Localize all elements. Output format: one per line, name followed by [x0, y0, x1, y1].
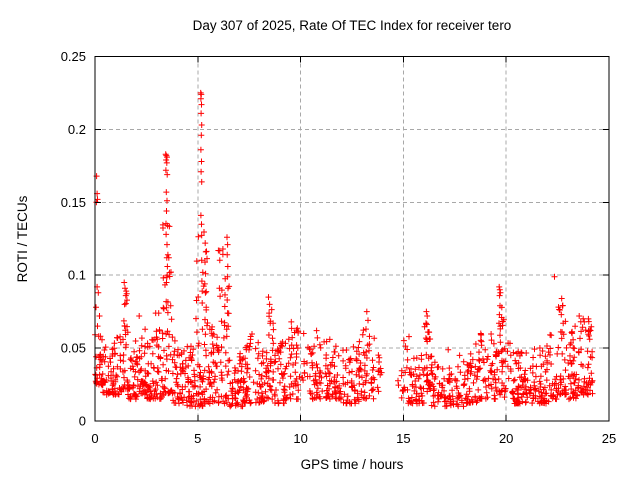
y-axis-label: ROTI / TECUs: [15, 195, 30, 282]
scatter-points: [92, 89, 596, 410]
y-tick-label: 0.05: [61, 341, 86, 356]
chart-title: Day 307 of 2025, Rate Of TEC Index for r…: [193, 18, 512, 33]
y-tick-labels: 0 0.05 0.1 0.15 0.2 0.25: [61, 49, 86, 429]
axis-ticks: [94, 56, 610, 422]
y-tick-label: 0.1: [68, 268, 86, 283]
x-tick-label: 15: [396, 431, 410, 446]
x-tick-label: 20: [499, 431, 513, 446]
x-tick-labels: 0 5 10 15 20 25: [91, 431, 616, 446]
y-tick-label: 0.25: [61, 49, 86, 64]
plot-border: [94, 56, 610, 422]
x-tick-label: 5: [194, 431, 201, 446]
y-tick-label: 0: [79, 414, 86, 429]
y-tick-label: 0.2: [68, 122, 86, 137]
y-tick-label: 0.15: [61, 195, 86, 210]
x-tick-label: 0: [91, 431, 98, 446]
x-tick-label: 10: [293, 431, 307, 446]
grid-lines: [95, 56, 609, 421]
x-tick-label: 25: [602, 431, 616, 446]
x-axis-label: GPS time / hours: [301, 457, 404, 472]
